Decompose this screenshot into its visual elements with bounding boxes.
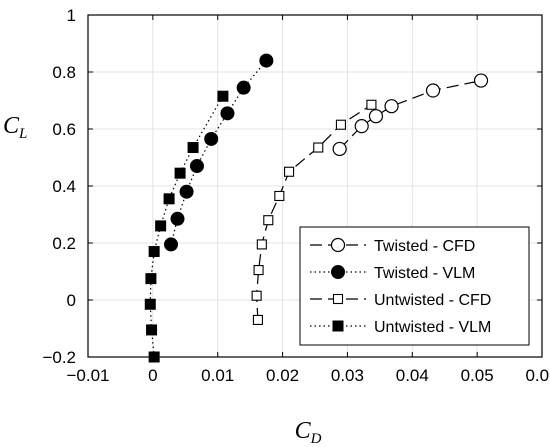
y-tick-label: 0.6 [52,120,76,139]
legend-label: Untwisted - CFD [374,292,491,309]
x-tick-label: 0.02 [266,366,299,385]
data-point [253,265,264,276]
x-tick-label: 0.04 [396,366,429,385]
data-point [187,142,199,154]
data-point [148,246,160,258]
y-tick-label: 0.2 [52,234,76,253]
legend-marker [332,320,344,332]
data-point [217,90,229,102]
series-1 [164,53,274,252]
y-tick-label: 0 [67,291,76,310]
y-tick-label: 0.8 [52,63,76,82]
data-point [259,53,274,68]
legend-entry: Twisted - CFD [310,237,475,255]
plot-series [144,53,489,363]
legend-marker [332,293,344,305]
data-point [274,190,285,202]
data-point [256,239,267,250]
data-point [236,80,251,95]
x-tick-label: 0.06 [525,366,550,385]
data-point [204,131,219,146]
series-line [170,60,267,245]
data-point [354,119,369,134]
axis-ticks: −0.01 0 0.01 0.02 0.03 0.04 0.05 0.06 −0.2 0 0.2 0.… [42,6,550,385]
legend-marker [330,237,346,253]
x-tick-label: 0.01 [201,366,234,385]
series-line [339,80,482,150]
data-point [163,193,175,205]
legend-entry: Untwisted - CFD [310,292,491,309]
legend-label: Untwisted - VLM [374,319,491,336]
data-point [220,106,235,121]
legend: Twisted - CFD Twisted - VLM Untwisted - CF… [299,226,530,346]
data-point [146,324,158,336]
data-point [284,166,295,177]
data-point [144,298,156,310]
series-line [149,95,224,358]
y-tick-label: −0.2 [42,348,76,367]
data-point [332,141,347,157]
data-point [313,142,324,153]
data-point [145,273,157,285]
y-axis-label: CL [3,113,27,142]
x-tick-label: 0 [148,366,157,385]
legend-label: Twisted - CFD [374,238,475,255]
data-point [335,119,346,130]
grid-lines [87,14,543,358]
legend-marker [331,265,345,279]
y-tick-label: 0.4 [52,177,76,196]
x-tick-label: −0.01 [66,366,109,385]
data-point [263,215,274,226]
series-2 [251,99,377,326]
x-tick-label: 0.05 [461,366,494,385]
y-tick-label: 1 [67,6,76,25]
data-point [425,83,441,98]
legend-label: Twisted - VLM [374,265,475,282]
data-point [170,211,185,226]
data-point [473,73,489,88]
data-point [164,237,179,252]
data-point [174,167,186,179]
data-point [189,159,204,174]
legend-entry: Twisted - VLM [310,265,475,282]
series-3 [144,90,229,363]
data-point [251,290,262,301]
data-point [252,314,263,326]
data-point [179,184,194,199]
x-axis-label: CD [295,418,322,447]
data-point [155,220,167,232]
series-0 [332,73,489,157]
x-tick-label: 0.03 [331,366,364,385]
data-point [366,99,377,110]
data-point [384,99,399,114]
series-line [255,104,372,320]
data-point [368,109,384,124]
legend-entry: Untwisted - VLM [310,319,491,336]
